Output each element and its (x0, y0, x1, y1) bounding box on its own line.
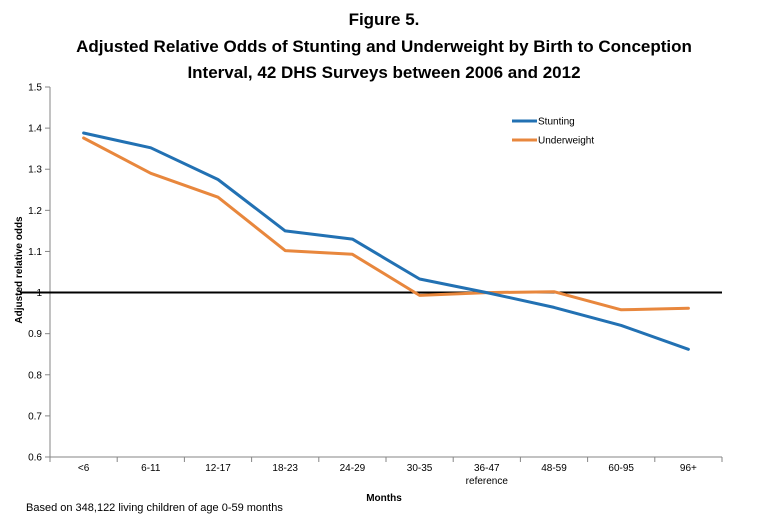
legend: Stunting Underweight (506, 110, 610, 153)
x-tick-label: 12-17 (205, 463, 231, 474)
series-line-stunting (82, 131, 690, 351)
x-tick-sublabel: reference (466, 476, 509, 487)
y-tick-label: 1.5 (28, 83, 42, 94)
legend-box (506, 110, 610, 153)
series-line-underweight (82, 136, 690, 312)
x-tick-label: 60-95 (608, 463, 634, 474)
x-axis-title: Months (366, 493, 402, 504)
x-tick-label: 6-11 (141, 463, 161, 474)
x-tick-label: 96+ (680, 463, 697, 474)
chart-title: Figure 5. Adjusted Relative Odds of Stun… (76, 10, 692, 82)
x-tick-label: 48-59 (541, 463, 567, 474)
x-axis-ticks: <6 6-11 12-17 18-23 24-29 30-35 36-47 reference… (49, 457, 723, 487)
y-tick-label: 1.3 (28, 165, 42, 176)
y-tick-label: 0.7 (28, 411, 42, 422)
y-axis-title: Adjusted relative odds (14, 216, 25, 324)
x-tick-label: 30-35 (407, 463, 433, 474)
axes (49, 87, 722, 458)
x-tick-label: <6 (78, 463, 90, 474)
y-axis-ticks: 0.60.70.80.911.11.21.31.41.5 (28, 83, 50, 464)
y-tick-label: 1.1 (28, 247, 42, 258)
y-tick-label: 0.8 (28, 370, 42, 381)
y-tick-label: 1.4 (28, 124, 42, 135)
y-tick-label: 0.6 (28, 453, 42, 464)
x-tick-label: 18-23 (272, 463, 298, 474)
legend-label-underweight: Underweight (538, 136, 594, 147)
x-tick-label: 24-29 (340, 463, 366, 474)
chart-title-line-2: Adjusted Relative Odds of Stunting and U… (76, 37, 692, 56)
series-group (82, 131, 690, 351)
x-tick-label: 36-47 (474, 463, 500, 474)
chart-title-line-3: Interval, 42 DHS Surveys between 2006 an… (187, 63, 580, 82)
footnote: Based on 348,122 living children of age … (26, 502, 283, 514)
y-tick-label: 1.2 (28, 206, 42, 217)
legend-label-stunting: Stunting (538, 117, 575, 128)
y-tick-label: 0.9 (28, 329, 42, 340)
chart-title-line-1: Figure 5. (349, 10, 420, 29)
